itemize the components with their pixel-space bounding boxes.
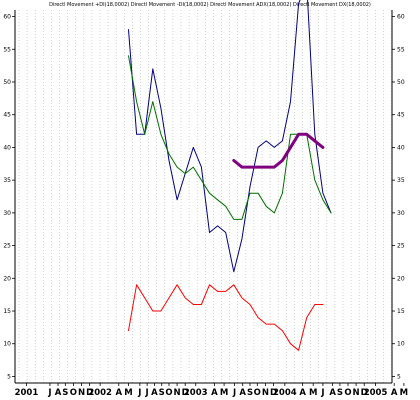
x-tick-label: J (47, 388, 51, 398)
x-tick-label: N (174, 388, 181, 398)
x-tick-label: D (270, 388, 277, 398)
x-tick-label: M (124, 388, 132, 398)
x-tick-label: A (299, 388, 306, 398)
y-tick-label-right: 5 (397, 373, 401, 380)
series-line-1 (128, 0, 332, 273)
y-tick-label-left: 50 (3, 79, 11, 86)
x-tick-label: 2002 (88, 388, 112, 398)
x-tick-label: N (262, 388, 269, 398)
y-axis-right: 5 10 15 20 25 30 35 40 45 50 55 60 (392, 14, 405, 380)
y-tick-label-right: 10 (397, 341, 405, 348)
x-tick-label: S (62, 388, 68, 398)
y-tick-label-left: 5 (7, 373, 11, 380)
x-tick-label: A (329, 388, 336, 398)
y-tick-label-left: 55 (3, 46, 11, 53)
series-line-3 (128, 284, 324, 351)
x-tick-label: O (165, 388, 172, 398)
x-tick-label: A (55, 388, 62, 398)
y-tick-label-right: 40 (397, 144, 405, 151)
x-tick-label: D (182, 388, 189, 398)
y-axis-left: 5 10 15 20 25 30 35 40 45 50 55 60 (3, 14, 15, 380)
x-tick-label: 2005 (364, 388, 388, 398)
x-tick-label: O (344, 388, 351, 398)
y-tick-label-left: 25 (3, 243, 11, 250)
y-tick-label-right: 55 (397, 46, 405, 53)
x-tick-label: A (239, 388, 246, 398)
x-tick-label: J (145, 388, 149, 398)
y-tick-label-right: 60 (397, 14, 405, 21)
y-tick-label-right: 30 (397, 210, 405, 217)
y-tick-label-right: 25 (397, 243, 405, 250)
x-tick-label: O (70, 388, 77, 398)
y-tick-label-left: 10 (3, 341, 11, 348)
x-tick-label: M (309, 388, 317, 398)
y-tick-label-right: 50 (397, 79, 405, 86)
x-tick-label: A (211, 388, 218, 398)
x-tick-label: O (254, 388, 261, 398)
y-tick-label-left: 45 (3, 112, 11, 119)
x-tick-label: 2003 (184, 388, 208, 398)
x-tick-label: M (220, 388, 228, 398)
x-tick-label: A (115, 388, 122, 398)
axes (14, 10, 393, 384)
x-tick-label: N (353, 388, 360, 398)
chart-title: Directl Movement +DI(18,0002) Directl Mo… (49, 2, 371, 8)
y-tick-label-left: 15 (3, 308, 11, 315)
x-tick-label: 2004 (273, 388, 297, 398)
x-tick-label: 2001 (15, 388, 39, 398)
y-tick-label-left: 20 (3, 275, 11, 282)
y-tick-label-left: 35 (3, 177, 11, 184)
x-tick-label: D (86, 388, 93, 398)
x-tick-label: J (320, 388, 324, 398)
series-line-4 (232, 132, 325, 169)
y-tick-label-left: 60 (3, 14, 11, 21)
y-tick-label-right: 20 (397, 275, 405, 282)
y-tick-label-left: 30 (3, 210, 11, 217)
y-tick-label-left: 40 (3, 144, 11, 151)
x-tick-label: A (151, 388, 158, 398)
series-group (128, 0, 332, 351)
y-tick-label-right: 15 (397, 308, 405, 315)
grid (18, 10, 392, 383)
x-tick-label: A (391, 388, 398, 398)
x-tick-label: S (337, 388, 343, 398)
x-tick-label: N (78, 388, 85, 398)
x-tick-label: J (137, 388, 141, 398)
x-tick-label: S (247, 388, 253, 398)
y-tick-label-right: 35 (397, 177, 405, 184)
x-tick-label: D (361, 388, 368, 398)
x-tick-label: M (400, 388, 408, 398)
x-tick-label: J (232, 388, 236, 398)
x-tick-label: S (159, 388, 165, 398)
y-tick-label-right: 45 (397, 112, 405, 119)
